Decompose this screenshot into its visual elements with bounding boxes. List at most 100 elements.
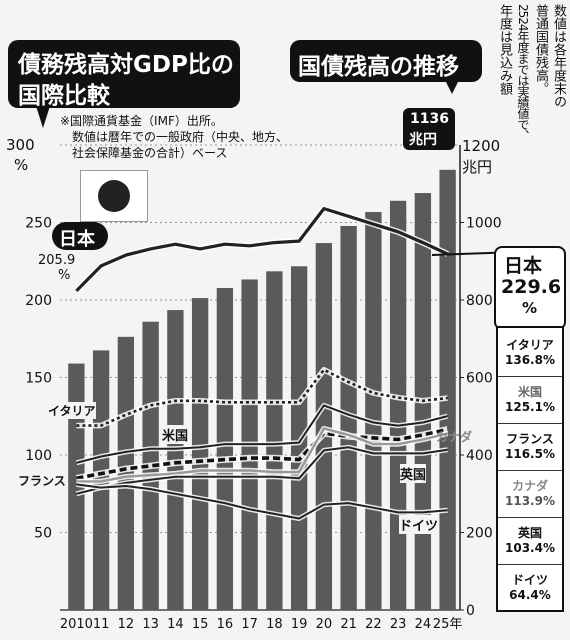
right-note: 数値は各年度末の 普通国債残高。 2524年度までは実績値で、 年度は見込み額 (490, 4, 568, 141)
france-inline-label: フランス (18, 472, 66, 489)
x-tick-label: 17 (241, 617, 258, 632)
table-row-name: 米国 (517, 385, 542, 399)
left-y-tick-label: 250 (25, 216, 52, 232)
x-tick-label: 2010 (60, 617, 93, 632)
series-line (76, 483, 448, 520)
bar (117, 336, 135, 610)
left-axis-unit: % (14, 156, 29, 174)
right-y-tick-label: 1000 (466, 216, 502, 232)
right-title-box: 国債残高の推移 (290, 40, 482, 82)
right-note-line4: 年度は見込み額 (497, 4, 512, 95)
table-row: カナダ 113.9% (498, 471, 562, 518)
left-y-tick-label: 50 (34, 526, 52, 542)
table-row-name: ドイツ (511, 573, 548, 587)
right-axis-unit: 兆円 (462, 158, 493, 176)
x-tick-label: 14 (167, 617, 184, 632)
right-y-tick-label: 600 (466, 371, 493, 387)
x-tick-label: 12 (118, 617, 135, 632)
right-note-line3: 2524年度までは実績値で、 (516, 4, 530, 141)
japan-flag-icon (80, 170, 148, 222)
right-table: イタリア 136.8% 米国 125.1% フランス 116.5% カナダ 11… (496, 326, 564, 612)
germany-inline-label: ドイツ (399, 515, 439, 534)
left-title-box: 債務残高対GDP比の 国際比較 (8, 40, 240, 109)
table-row-name: 英国 (517, 526, 542, 540)
table-row: 米国 125.1% (498, 377, 562, 424)
table-japan-unit: % (522, 299, 538, 317)
table-row: 英国 103.4% (498, 518, 562, 565)
right-axis-top-label: 1200 (462, 137, 501, 155)
right-table-japan: 日本 229.6 % (494, 246, 566, 330)
bar (191, 298, 209, 610)
bar (340, 225, 357, 611)
left-y-tick-label: 100 (25, 448, 52, 464)
table-row-value: 64.4% (509, 588, 551, 602)
flag-disc (98, 180, 130, 212)
left-title-pointer (36, 106, 50, 128)
x-tick-label: 13 (142, 617, 159, 632)
japan-start-unit: % (58, 268, 71, 283)
italy-inline-label: イタリア (48, 402, 96, 419)
callout-unit: 兆円 (409, 132, 437, 148)
table-row-value: 113.9% (505, 494, 555, 508)
left-y-tick-label: 200 (25, 293, 52, 309)
japan-line-label: 日本 (52, 222, 108, 250)
series-line (76, 404, 448, 464)
x-tick-label: 16 (217, 617, 234, 632)
series-line (76, 427, 448, 483)
bar (389, 200, 407, 611)
x-tick-label: 25年 (433, 617, 463, 632)
japan-start-value: 205.9 (38, 253, 76, 268)
right-y-tick-label: 800 (466, 293, 493, 309)
callout-value: 1136 (410, 111, 449, 127)
left-title-line2: 国際比較 (18, 83, 110, 109)
callout-1136: 1136 兆円 (403, 108, 455, 150)
right-title: 国債残高の推移 (298, 54, 459, 80)
x-tick-label: 24 (415, 617, 432, 632)
x-tick-label: 11 (93, 617, 110, 632)
table-row-value: 125.1% (505, 400, 555, 414)
source-note-line2: 数値は暦年での一般政府（中央、地方、 (72, 130, 289, 144)
x-tick-label: 18 (266, 617, 283, 632)
table-row: ドイツ 64.4% (498, 565, 562, 609)
right-y-tick-label: 200 (466, 526, 493, 542)
right-y-tick-label: 400 (466, 448, 493, 464)
right-note-line1: 数値は各年度末の (551, 4, 566, 108)
left-title-line1: 債務残高対GDP比の (18, 52, 234, 78)
series-line (76, 446, 448, 495)
table-japan-value: 229.6 (501, 276, 562, 298)
table-row: フランス 116.5% (498, 424, 562, 471)
x-tick-label: 15 (192, 617, 209, 632)
x-tick-label: 22 (365, 617, 382, 632)
x-tick-label: 19 (291, 617, 308, 632)
table-row: イタリア 136.8% (498, 330, 562, 377)
bar (439, 169, 456, 611)
series-line (76, 427, 448, 481)
canada-inline-label: カナダ (436, 430, 473, 444)
right-title-pointer (445, 80, 459, 94)
table-row-value: 103.4% (505, 541, 555, 555)
uk-inline-label: 英国 (400, 464, 427, 483)
series-line-halo (76, 366, 448, 429)
japan-line-label-text: 日本 (59, 229, 95, 250)
source-note-line3: 社会保障基金の合計）ベース (72, 146, 228, 160)
table-row-name: イタリア (506, 338, 554, 352)
left-y-tick-label: 150 (25, 371, 52, 387)
bar (216, 287, 234, 610)
right-y-tick-label: 0 (466, 603, 475, 619)
right-note-line2: 普通国債残高。 (533, 4, 548, 95)
x-tick-label: 20 (316, 617, 333, 632)
usa-inline-label: 米国 (162, 425, 189, 444)
table-japan-name: 日本 (504, 255, 543, 277)
series-line (75, 207, 449, 293)
table-row-name: フランス (506, 432, 554, 446)
bar (266, 271, 283, 610)
x-tick-label: 23 (390, 617, 407, 632)
table-row-name: カナダ (511, 479, 548, 493)
bar (365, 212, 382, 610)
left-axis-top-label: 300 (6, 136, 35, 154)
table-row-value: 136.8% (505, 353, 555, 367)
table-row-value: 116.5% (505, 447, 555, 461)
x-tick-label: 21 (340, 617, 357, 632)
